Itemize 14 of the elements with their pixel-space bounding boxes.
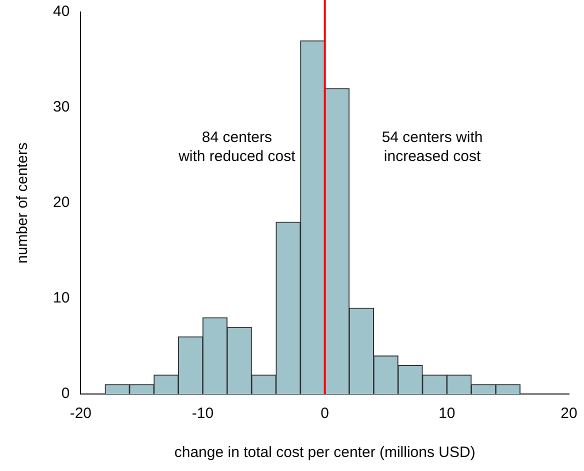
y-tick-label: 40 [52,3,70,20]
y-tick-label: 0 [61,385,70,402]
x-tick-label: 0 [320,405,330,422]
y-axis-title: number of centers [14,142,32,264]
y-tick-label: 10 [52,290,70,307]
annotation: 84 centers with reduced cost [178,128,296,165]
x-tick-label: -20 [70,405,92,422]
x-tick-label: 20 [560,405,578,422]
x-tick-label: -10 [192,405,214,422]
y-tick-label: 30 [52,98,70,116]
annotation: 54 centers with increased cost [382,128,483,165]
x-tick-label: 10 [438,405,456,422]
y-tick-label: 20 [52,194,70,212]
x-axis-title: change in total cost per center (millions USD) [174,444,476,462]
